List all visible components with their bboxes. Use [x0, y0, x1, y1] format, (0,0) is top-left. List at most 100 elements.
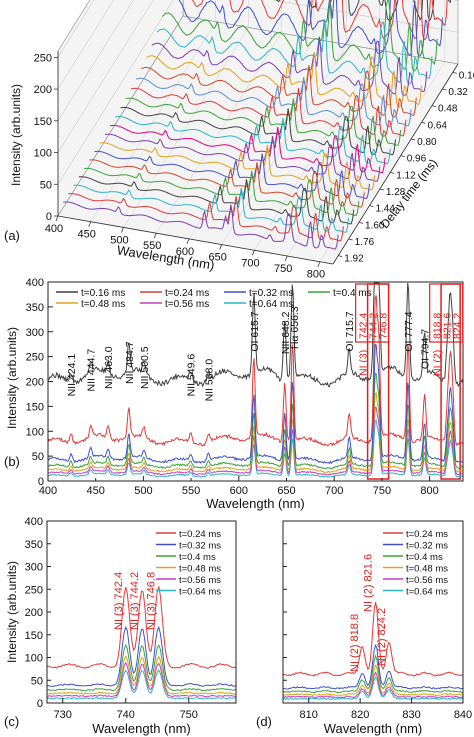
peak-annotation: Hα 656.3: [289, 306, 301, 349]
peak-label: NI (3) 744.2: [129, 572, 141, 630]
peak-label: NI (2) 824.2: [376, 608, 388, 666]
legend-label: t=0.24 ms: [406, 529, 448, 540]
z-tick-label: 1.92: [344, 254, 364, 265]
label-box-1: [429, 283, 464, 343]
x-tick-label: 700: [241, 257, 259, 269]
z-axis: [332, 63, 459, 265]
peak-annotation: NII 500.5: [139, 346, 151, 389]
x-tick: [219, 244, 223, 250]
peak-annotation: OI 715.7: [344, 311, 356, 351]
grid-line: [90, 21, 216, 222]
x-tick-label: 700: [325, 485, 343, 497]
series-line-2: [191, 0, 448, 41]
boxed-wavelength: 746.8: [378, 313, 390, 339]
grid-line: [254, 50, 380, 251]
z-tick-label: 0.64: [428, 120, 448, 131]
legend-label: t=0.64 ms: [406, 587, 448, 598]
x-tick-label: 740: [117, 709, 135, 721]
x-tick: [252, 250, 255, 256]
z-tick: [452, 71, 457, 74]
z-tick-label: 1.76: [355, 237, 375, 248]
grid-line: [319, 61, 446, 262]
x-axis-label: Wavelength (nm): [206, 496, 305, 511]
y-tick-label: 100: [25, 653, 43, 665]
z-tick: [431, 105, 437, 108]
series-line-0: [282, 601, 464, 677]
legend-label: t=0.56 ms: [179, 575, 221, 586]
series-line-3: [282, 663, 464, 697]
z-tick: [400, 155, 405, 158]
y-tick-label: 250: [25, 584, 43, 596]
x-tick-label: 650: [277, 485, 295, 497]
peak-annotation: NII 463.0: [103, 346, 115, 389]
x-tick-label: 730: [54, 709, 72, 721]
peak-label: NI (2) 821.6: [363, 554, 375, 612]
panel-b: 0 50 100 150 200 250 300 350 400 400 500 600 700 800 4…: [4, 277, 464, 511]
y-tick-label: 50: [40, 179, 52, 191]
peak-annotation: NII 549.6: [186, 354, 198, 397]
z-tick: [442, 88, 447, 91]
legend-label: t=0.56 ms: [165, 299, 209, 310]
series-line-6: [151, 36, 428, 97]
legend-label: t=0.64 ms: [249, 299, 293, 310]
x-axis-label: Wavelength (nm): [116, 242, 216, 272]
series-line-8: [141, 65, 417, 118]
x-tick-label: 600: [230, 485, 248, 497]
series-line-1: [275, 0, 451, 22]
z-tick-label: 0.16: [459, 70, 474, 81]
y-tick-label: 0: [46, 211, 52, 223]
x-tick: [284, 255, 288, 262]
z-tick: [358, 221, 364, 224]
y-tick-label: 150: [26, 401, 44, 413]
x-tick-label: 500: [134, 485, 152, 497]
z-tick: [421, 121, 426, 124]
y-tick-label: 150: [25, 630, 43, 642]
peak-label: NI (2) 818.8: [349, 614, 361, 672]
z-tick-label: 1.12: [396, 170, 416, 181]
x-tick-label: 550: [143, 240, 161, 252]
peak-annotation: OI 615.7: [249, 311, 261, 351]
panel-label: (d): [256, 714, 272, 729]
peak-annotation: NII 444.7: [86, 349, 98, 392]
panel-c: 730 740 750 0 50 100 150 200 250 300 350 400 Intensi…: [4, 516, 237, 736]
y-axis-label: Intensity (arb.units): [5, 561, 19, 663]
grid-line: [57, 0, 459, 153]
series-line-0: [47, 282, 464, 388]
z-tick: [338, 255, 343, 258]
y-tick-label: 50: [31, 675, 43, 687]
grid-line: [123, 27, 249, 228]
legend-label: t=0.32 ms: [406, 541, 448, 552]
x-tick: [121, 227, 124, 233]
z-tick: [348, 238, 353, 241]
series-line-7: [146, 51, 422, 108]
peak-annotation: NII 568.0: [203, 359, 215, 402]
legend-label: t=0.4 ms: [406, 552, 443, 563]
series-line-2: [47, 343, 463, 465]
z-tick-label: 0.80: [417, 137, 437, 148]
y-tick-label: 200: [26, 377, 44, 389]
y-tick-label: 400: [25, 516, 43, 528]
z-tick-label: 1.60: [365, 220, 385, 231]
y-tick-label: 300: [26, 327, 44, 339]
series-line-1: [47, 295, 464, 447]
boxed-prefix: NI (2): [432, 350, 444, 376]
x-tick: [55, 215, 59, 222]
boxed-wavelength: 821.6: [442, 313, 454, 339]
y-axis-label: Intensity (arb.units): [9, 84, 23, 186]
x-tick-label: 750: [373, 485, 391, 497]
x-tick-label: 840: [454, 709, 472, 721]
y-tick-label: 250: [26, 352, 44, 364]
series-line-4: [46, 661, 237, 698]
legend-label: t=0.4 ms: [333, 288, 372, 299]
x-axis-label: Wavelength (nm): [324, 721, 423, 736]
peak-annotation: NII 424.1: [66, 354, 78, 397]
peak-annotation: NII 484.7: [124, 341, 136, 384]
legend-label: t=0.48 ms: [81, 299, 125, 310]
x-tick: [317, 261, 321, 267]
legend-label: t=0.32 ms: [249, 288, 293, 299]
y-tick-label: 350: [25, 539, 43, 551]
x-tick-label: 450: [87, 485, 105, 497]
series-line-0: [46, 586, 237, 670]
legend-label: t=0.64 ms: [179, 587, 221, 598]
